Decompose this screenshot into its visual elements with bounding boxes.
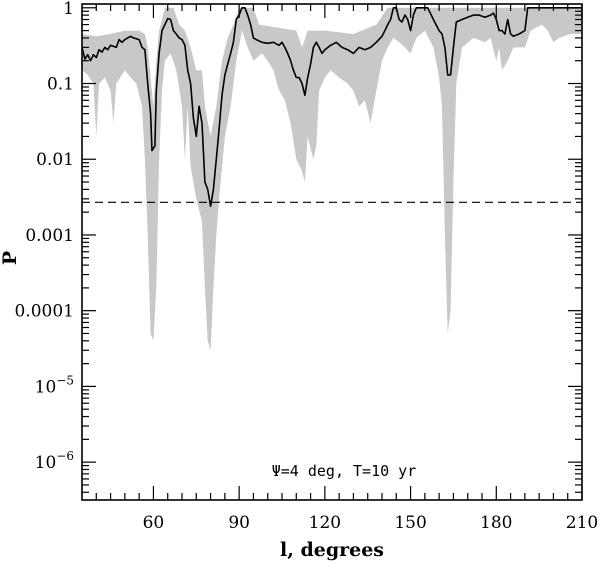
uncertainty-band	[82, 7, 582, 351]
y-tick-label: 10−5	[35, 373, 74, 397]
y-tick-label-base: 10	[35, 377, 57, 397]
y-tick-label: 0.1	[47, 75, 74, 95]
y-tick-label-exponent: −6	[56, 449, 74, 463]
y-tick-label: 1	[63, 0, 74, 19]
x-tick-label: 210	[566, 513, 598, 533]
x-axis-title: l, degrees	[280, 539, 384, 561]
x-tick-label: 90	[228, 513, 250, 533]
x-tick-label: 150	[394, 513, 426, 533]
ticks-group	[82, 4, 583, 500]
y-tick-label-exponent: −5	[56, 373, 74, 387]
uncertainty-band-group	[82, 7, 582, 351]
x-tick-label: 120	[309, 513, 341, 533]
x-tick-label: 60	[143, 513, 165, 533]
y-tick-label-base: 10	[35, 453, 57, 473]
x-tick-label: 180	[480, 513, 512, 533]
probability-line	[82, 7, 582, 207]
y-tick-label: 0.001	[25, 226, 74, 246]
probability-line-group	[82, 7, 582, 207]
y-tick-label: 0.0001	[15, 302, 74, 322]
chart-annotation: Ψ=4 deg, T=10 yr	[272, 462, 417, 480]
tick-labels-group: 60 90 120 150 180 21010.10.010.0010.000110−51…	[15, 0, 599, 533]
y-tick-label: 10−6	[35, 449, 74, 473]
y-tick-label: 0.01	[36, 150, 74, 170]
y-axis-title: P	[0, 251, 21, 265]
